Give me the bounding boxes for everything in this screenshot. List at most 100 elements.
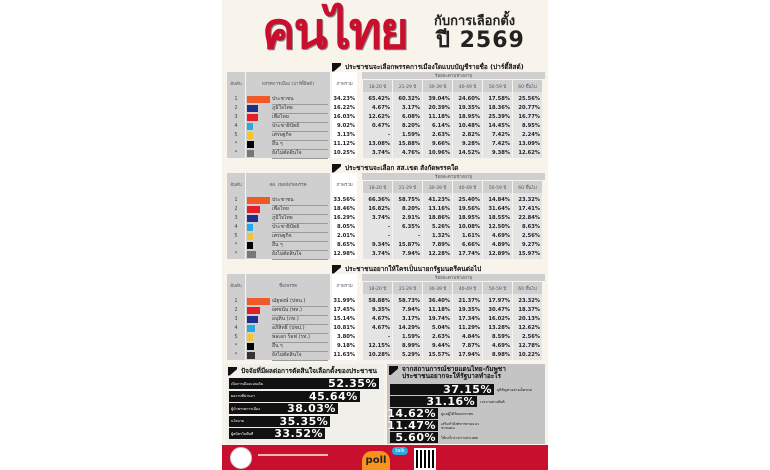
flag-icon	[332, 163, 341, 173]
age-group-header: ร้อยละตามช่วงอายุ	[362, 173, 545, 180]
age-value: 66.36%	[368, 197, 390, 203]
age-value: 6.66%	[462, 242, 480, 248]
age-header: 21-29 ปี	[393, 80, 422, 92]
total-value: 12.98%	[333, 251, 355, 257]
age-column-bg	[393, 181, 422, 259]
total-value: 34.23%	[333, 96, 355, 102]
age-value: 2.82%	[462, 132, 480, 138]
party-color-bar	[247, 233, 253, 240]
age-value: 15.88%	[398, 141, 420, 147]
age-value: 11.18%	[428, 307, 450, 313]
table-row: 1 ประชาชน 33.56% 66.36% 58.75% 41.23% 25.40% 14…	[227, 196, 545, 206]
party-name: เพื่อไทย	[272, 205, 328, 215]
rank: *	[234, 343, 238, 349]
border-heading: จากสถานการณ์ชายแดนไทย-กัมพูชา ประชาชนอยา…	[389, 366, 532, 382]
age-value: 25.40%	[458, 197, 480, 203]
age-value: 9.44%	[432, 343, 450, 349]
age-value: 8.63%	[522, 224, 540, 230]
age-value: 4.67%	[372, 316, 390, 322]
age-value: 31.64%	[488, 206, 510, 212]
party-color-bar	[247, 325, 255, 332]
age-column-bg	[483, 181, 512, 259]
table-row: 1 ณัฐพงษ์ (ปชน.) 31.99% 58.88% 58.73% 36.40% 2…	[227, 297, 545, 307]
factors-heading: ปัจจัยที่มีผลต่อการตัดสินใจเลือกตั้งของป…	[228, 366, 377, 376]
age-value: 10.48%	[458, 123, 480, 129]
party-color-bar	[247, 343, 254, 350]
age-value: 4.67%	[372, 105, 390, 111]
age-header: 21-29 ปี	[393, 181, 422, 193]
age-value: 22.84%	[518, 215, 540, 221]
rank: *	[234, 352, 238, 358]
age-value: 16.77%	[518, 114, 540, 120]
table-row: 1 ประชาชน 34.23% 65.42% 60.32% 39.04% 24.60% 17…	[227, 95, 545, 105]
age-value: 13.08%	[368, 141, 390, 147]
age-value: 25.39%	[488, 114, 510, 120]
age-value: 8.98%	[492, 352, 510, 358]
factors-label: ผู้นำพรรคการเมือง	[231, 406, 260, 411]
age-value: 13.16%	[428, 206, 450, 212]
age-value: 7.42%	[492, 132, 510, 138]
age-value: 4.76%	[402, 150, 420, 156]
age-value: 6.08%	[402, 114, 420, 120]
total-value: 15.14%	[333, 316, 355, 322]
age-value: 5.29%	[402, 352, 420, 358]
party-color-bar	[247, 242, 253, 249]
age-value: 23.32%	[518, 298, 540, 304]
total-value: 33.56%	[333, 197, 355, 203]
party-color-bar	[247, 197, 270, 204]
age-header: 40-49 ปี	[453, 80, 482, 92]
age-value: 0.47%	[372, 123, 390, 129]
age-header: 30-39 ปี	[423, 282, 452, 294]
table-row: 3 ภูมิใจไทย 16.29% 3.74% 2.91% 18.86% 18.95% 18…	[227, 214, 545, 224]
party-color-bar	[247, 96, 270, 103]
age-value: 9.34%	[372, 242, 390, 248]
rank-header: อันดับ	[227, 72, 245, 158]
border-value: 31.16%	[426, 395, 476, 408]
age-value: 7.94%	[402, 307, 420, 313]
party-color-bar	[247, 141, 255, 148]
age-value: 14.84%	[488, 197, 510, 203]
age-value: 60.32%	[398, 96, 420, 102]
age-value: 10.22%	[518, 352, 540, 358]
age-value: 15.87%	[398, 242, 420, 248]
table-row: 5 เศรษฐกิจ 3.13% - 1.59% 2.63% 2.82% 7.42% 2.24%	[227, 131, 545, 141]
party-name: พลเอก ร็อฟ (รท.)	[272, 333, 328, 343]
party-name: ภูมิใจไทย	[272, 214, 328, 224]
age-value: 9.66%	[432, 141, 450, 147]
section-heading: ประชาชนจะเลือกพรรคการเมืองใดแบบบัญชีรายช…	[332, 62, 524, 72]
age-value: 20.13%	[518, 316, 540, 322]
party-color-bar	[247, 334, 253, 341]
party-name: เพื่อไทย	[272, 113, 328, 123]
age-value: 20.77%	[518, 105, 540, 111]
age-value: 3.74%	[372, 215, 390, 221]
border-value: 11.47%	[387, 419, 436, 432]
rank: 4	[234, 123, 238, 129]
qr-code[interactable]	[414, 448, 436, 470]
age-value: 21.37%	[458, 298, 480, 304]
age-value: 1.59%	[402, 334, 420, 340]
flag-icon	[332, 264, 341, 274]
total-value: 10.25%	[333, 150, 355, 156]
age-value: 5.04%	[432, 325, 450, 331]
border-label: ยุติปัญหาอย่างเด็ดขาด	[497, 387, 532, 392]
age-value: 3.74%	[372, 150, 390, 156]
age-value: 1.59%	[402, 132, 420, 138]
party-color-bar	[247, 105, 258, 112]
party-color-bar	[247, 206, 260, 213]
total-value: 31.99%	[333, 298, 355, 304]
age-value: 1.61%	[462, 233, 480, 239]
age-value: 15.57%	[428, 352, 450, 358]
total-value: 2.01%	[337, 233, 355, 239]
factors-value: 33.52%	[274, 427, 324, 440]
age-value: 2.63%	[432, 334, 450, 340]
age-header: 50-59 ปี	[483, 80, 512, 92]
border-label: เจรจาอย่างสันติ	[480, 399, 505, 404]
age-value: 14.29%	[398, 325, 420, 331]
age-value: 9.38%	[492, 150, 510, 156]
age-value: 19.35%	[458, 307, 480, 313]
party-name: เศรษฐกิจ	[272, 131, 328, 141]
factors-value: 35.35%	[279, 414, 329, 428]
table-row: 4 ประชาธิปัตย์ 9.02% 0.47% 8.20% 6.14% 10.48% 1…	[227, 122, 545, 132]
rank: *	[234, 141, 238, 147]
total-value: 8.05%	[337, 224, 355, 230]
